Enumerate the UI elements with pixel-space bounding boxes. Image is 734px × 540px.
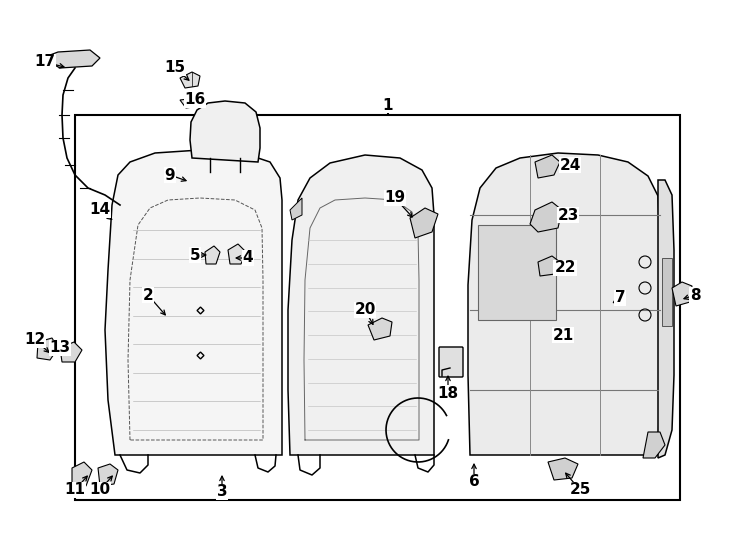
Text: 14: 14 [90,202,111,218]
Text: 7: 7 [614,291,625,306]
Text: 16: 16 [184,92,206,107]
Text: 13: 13 [49,341,70,355]
Polygon shape [180,72,200,88]
Polygon shape [643,432,665,458]
Text: 15: 15 [164,60,186,76]
Text: 8: 8 [690,287,700,302]
Polygon shape [535,155,560,178]
Text: 25: 25 [570,483,591,497]
Text: 20: 20 [355,302,376,318]
Bar [478,225,556,320]
Text: 21: 21 [553,327,574,342]
Polygon shape [72,462,92,486]
Text: 24: 24 [559,158,581,172]
Polygon shape [42,50,100,68]
Text: 2: 2 [142,287,153,302]
Polygon shape [468,153,660,455]
Text: 1: 1 [382,98,393,112]
Polygon shape [530,202,562,232]
Polygon shape [98,464,118,486]
Polygon shape [190,101,260,162]
Polygon shape [205,246,220,264]
Polygon shape [180,98,200,108]
Polygon shape [538,256,560,276]
Polygon shape [410,208,438,238]
Text: 9: 9 [164,167,175,183]
Text: 12: 12 [24,333,46,348]
Polygon shape [228,244,246,264]
Text: 10: 10 [90,483,111,497]
Polygon shape [105,150,282,455]
Polygon shape [368,318,392,340]
Polygon shape [37,338,58,360]
Text: 11: 11 [65,483,85,497]
Text: 23: 23 [557,207,578,222]
Text: 17: 17 [34,55,56,70]
Polygon shape [60,342,82,362]
Text: 5: 5 [189,247,200,262]
FancyBboxPatch shape [439,347,463,377]
Polygon shape [672,282,692,306]
Text: 22: 22 [554,260,575,275]
Polygon shape [658,180,674,458]
Bar [75,115,680,500]
Text: 3: 3 [217,484,228,500]
Text: 18: 18 [437,386,459,401]
Text: 19: 19 [385,191,406,206]
Text: 6: 6 [468,475,479,489]
Text: 4: 4 [243,251,253,266]
Polygon shape [290,198,302,220]
Bar [662,258,672,326]
Polygon shape [288,155,434,455]
Polygon shape [548,458,578,480]
